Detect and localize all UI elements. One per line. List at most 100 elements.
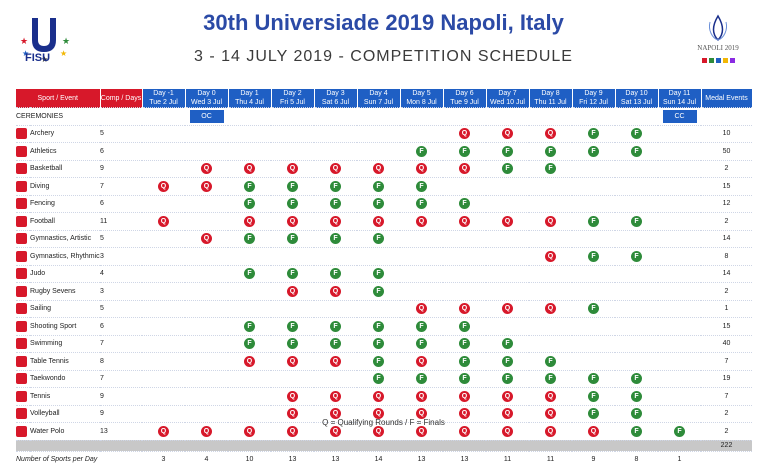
day-cell (185, 247, 228, 266)
qualifying-badge: Q (244, 425, 255, 437)
sport-icon-cell (16, 300, 30, 318)
sport-pictogram-icon (16, 390, 27, 402)
day-cell (658, 335, 701, 353)
ceremony-day-cell (228, 107, 271, 126)
day-cell: Q (142, 177, 185, 196)
final-badge: F (631, 128, 642, 140)
qualifying-badge: Q (416, 425, 427, 437)
day-cell: F (357, 352, 400, 371)
day-cell (486, 265, 529, 283)
day-cell: F (357, 195, 400, 213)
day-cell (400, 247, 443, 266)
final-badge: F (588, 408, 599, 420)
final-badge: F (459, 338, 470, 350)
final-badge: F (674, 425, 685, 437)
qualifying-badge: Q (459, 390, 470, 402)
final-badge: F (373, 320, 384, 332)
day-cell: F (486, 370, 529, 388)
final-badge: F (545, 145, 556, 157)
day-cell (658, 370, 701, 388)
day-cell: F (529, 142, 572, 161)
day-cell (271, 125, 314, 143)
sport-pictogram-icon (16, 180, 27, 192)
day-cell (572, 317, 615, 336)
final-badge: F (287, 180, 298, 192)
day-cell (572, 160, 615, 178)
day-cell: F (572, 405, 615, 423)
final-badge: F (244, 198, 255, 210)
day-cell: Q (443, 125, 486, 143)
qualifying-badge: Q (330, 215, 341, 227)
sport-pictogram-icon (16, 250, 27, 262)
day-cell: F (400, 177, 443, 196)
sport-icon-cell (16, 317, 30, 336)
medal-events: 12 (701, 195, 752, 213)
qualifying-badge: Q (502, 303, 513, 315)
day-cell (142, 195, 185, 213)
sports-per-day-label: Number of Sports per Day (16, 456, 98, 464)
sport-icon-cell (16, 405, 30, 423)
day-cell (185, 335, 228, 353)
medal-events: 40 (701, 335, 752, 353)
final-badge: F (244, 320, 255, 332)
page-title: 30th Universiade 2019 Napoli, Italy (203, 10, 564, 35)
day-cell (314, 370, 357, 388)
day-cell (185, 300, 228, 318)
medal-events: 2 (701, 282, 752, 301)
qualifying-badge: Q (330, 163, 341, 175)
sport-row: Swimming 7 F F F F F F F 40 (16, 335, 752, 353)
sport-pictogram-icon (16, 285, 27, 297)
day-cell (443, 265, 486, 283)
svg-text:★: ★ (62, 37, 70, 47)
medal-events-column-header: Medal Events (701, 89, 753, 108)
final-badge: F (588, 250, 599, 262)
sports-per-day-value: 3 (161, 456, 166, 464)
sport-icon-cell (16, 142, 30, 161)
day-cell (658, 142, 701, 161)
sport-row: Gymnastics, Artistic 5 Q F F F F 14 (16, 230, 752, 248)
day-cell (185, 370, 228, 388)
day-cell (658, 265, 701, 283)
day-cell: F (443, 195, 486, 213)
qualifying-badge: Q (588, 425, 599, 437)
final-badge: F (502, 163, 513, 175)
sport-row: Shooting Sport 6 F F F F F F 15 (16, 317, 752, 336)
final-badge: F (631, 408, 642, 420)
day-cell (529, 177, 572, 196)
comp-days: 7 (100, 370, 142, 388)
medal-events: 1 (701, 300, 752, 318)
day-cell: F (228, 335, 271, 353)
qualifying-badge: Q (459, 128, 470, 140)
qualifying-badge: Q (201, 425, 212, 437)
qualifying-badge: Q (287, 355, 298, 367)
medal-events: 14 (701, 230, 752, 248)
total-spacer-cell (271, 440, 314, 452)
day-cell (658, 125, 701, 143)
day-cell (271, 370, 314, 388)
sport-icon-cell (16, 282, 30, 301)
day-column-header: Day 6 Tue 9 Jul (443, 89, 487, 108)
sports-per-day-value: 4 (204, 456, 209, 464)
qualifying-badge: Q (545, 128, 556, 140)
comp-days: 3 (100, 247, 142, 266)
qualifying-badge: Q (201, 163, 212, 175)
day-cell (529, 230, 572, 248)
comp-days: 7 (100, 177, 142, 196)
sports-per-day-value: 10 (245, 456, 254, 464)
day-cell: F (357, 317, 400, 336)
day-cell: F (400, 195, 443, 213)
final-badge: F (459, 145, 470, 157)
day-cell (142, 125, 185, 143)
day-cell (443, 230, 486, 248)
sport-row: Athletics 6 F F F F F F 50 (16, 142, 752, 161)
day-cell (228, 247, 271, 266)
qualifying-badge: Q (244, 215, 255, 227)
sport-icon-cell (16, 160, 30, 178)
final-badge: F (287, 198, 298, 210)
sport-icon-cell (16, 370, 30, 388)
sport-row: Football 11 Q Q Q Q Q Q Q Q Q F F 2 (16, 212, 752, 231)
sport-pictogram-icon (16, 163, 27, 175)
day-cell: F (314, 177, 357, 196)
qualifying-badge: Q (545, 425, 556, 437)
ceremony-day-cell (314, 107, 357, 126)
